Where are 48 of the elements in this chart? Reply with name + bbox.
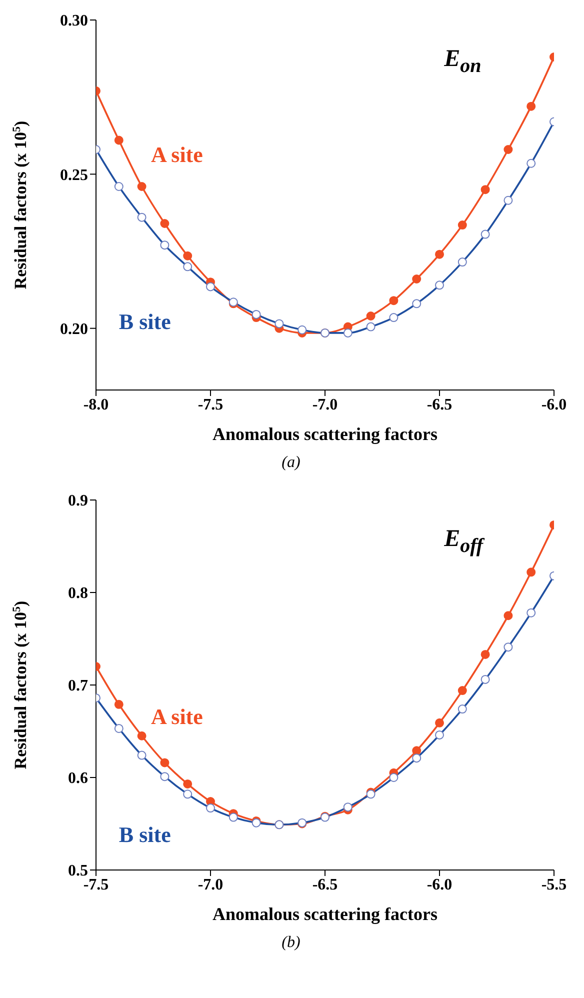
- point: [504, 145, 513, 154]
- x-tick-label: -6.0: [426, 876, 452, 894]
- x-tick-label: -7.0: [198, 876, 224, 894]
- y-tick-label: 0.6: [68, 770, 88, 788]
- point: [458, 686, 467, 696]
- y-tick-label: 0.30: [60, 12, 88, 30]
- point: [183, 779, 192, 788]
- point: [526, 102, 536, 111]
- point: [435, 718, 444, 728]
- annotation: E$_{on}$: [444, 46, 482, 77]
- x-axis-title: Anomalous scattering factors: [212, 904, 438, 924]
- point: [137, 182, 146, 191]
- point: [458, 220, 467, 230]
- x-tick-label: -7.5: [198, 396, 224, 414]
- x-axis-title: Anomalous scattering factors: [212, 424, 438, 444]
- series-label: B site: [118, 822, 171, 848]
- text: (a): [282, 454, 300, 471]
- y-tick-label: 0.9: [68, 492, 88, 510]
- point: [389, 296, 398, 306]
- annotation: E$_{off}$: [444, 526, 484, 557]
- point: [160, 758, 170, 768]
- x-tick-label: -7.0: [312, 396, 338, 414]
- x-tick-label: -8.0: [83, 396, 109, 414]
- x-tick-label: -5.5: [541, 876, 567, 894]
- y-tick-label: 0.7: [68, 678, 88, 695]
- point: [435, 250, 444, 259]
- point: [160, 219, 170, 228]
- point: [114, 136, 124, 145]
- y-tick-label: 0.20: [60, 321, 88, 338]
- x-tick-label: -6.5: [312, 876, 338, 894]
- text: (b): [282, 934, 300, 951]
- series-label: B site: [118, 308, 171, 335]
- point: [412, 746, 422, 756]
- point: [183, 251, 192, 260]
- point: [480, 185, 490, 194]
- x-tick-label: -6.5: [426, 396, 452, 414]
- x-tick-label: -6.0: [541, 396, 567, 414]
- point: [504, 611, 513, 620]
- point: [366, 312, 376, 320]
- point: [412, 274, 422, 284]
- y-tick-label: 0.8: [68, 585, 88, 602]
- point: [480, 650, 490, 659]
- point: [114, 700, 124, 709]
- series-label: A site: [150, 704, 203, 730]
- point: [137, 731, 146, 740]
- y-tick-label: 0.25: [60, 166, 88, 184]
- point: [526, 568, 536, 577]
- series-label: A site: [150, 142, 203, 168]
